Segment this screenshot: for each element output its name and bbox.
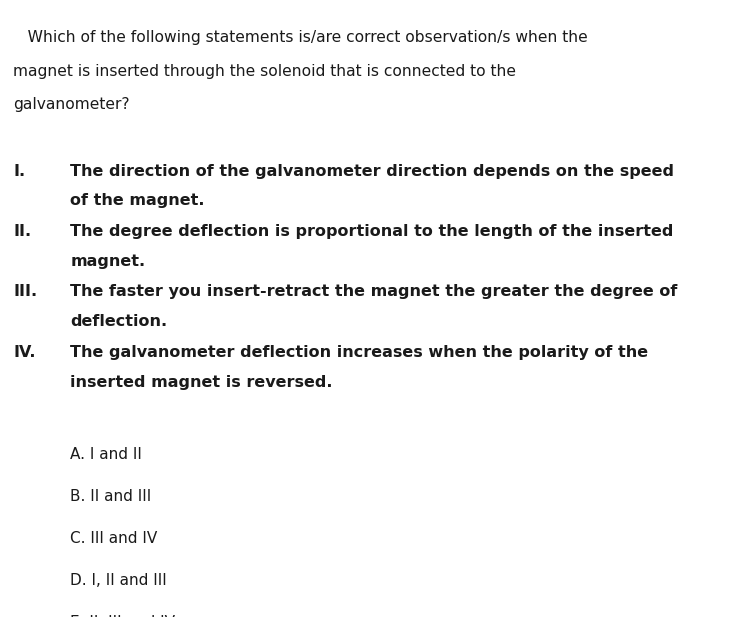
Text: magnet is inserted through the solenoid that is connected to the: magnet is inserted through the solenoid … <box>13 64 516 78</box>
Text: II.: II. <box>13 224 31 239</box>
Text: The galvanometer deflection increases when the polarity of the: The galvanometer deflection increases wh… <box>70 345 649 360</box>
Text: III.: III. <box>13 284 38 299</box>
Text: The degree deflection is proportional to the length of the inserted: The degree deflection is proportional to… <box>70 224 674 239</box>
Text: B. II and III: B. II and III <box>70 489 152 504</box>
Text: Which of the following statements is/are correct observation/s when the: Which of the following statements is/are… <box>13 30 588 44</box>
Text: IV.: IV. <box>13 345 36 360</box>
Text: magnet.: magnet. <box>70 254 145 268</box>
Text: D. I, II and III: D. I, II and III <box>70 573 167 588</box>
Text: galvanometer?: galvanometer? <box>13 97 130 112</box>
Text: C. III and IV: C. III and IV <box>70 531 158 546</box>
Text: E. II, III and IV: E. II, III and IV <box>70 615 176 617</box>
Text: of the magnet.: of the magnet. <box>70 193 205 208</box>
Text: A. I and II: A. I and II <box>70 447 142 462</box>
Text: The faster you insert-retract the magnet the greater the degree of: The faster you insert-retract the magnet… <box>70 284 678 299</box>
Text: I.: I. <box>13 164 25 178</box>
Text: inserted magnet is reversed.: inserted magnet is reversed. <box>70 375 333 389</box>
Text: deflection.: deflection. <box>70 314 168 329</box>
Text: The direction of the galvanometer direction depends on the speed: The direction of the galvanometer direct… <box>70 164 674 178</box>
